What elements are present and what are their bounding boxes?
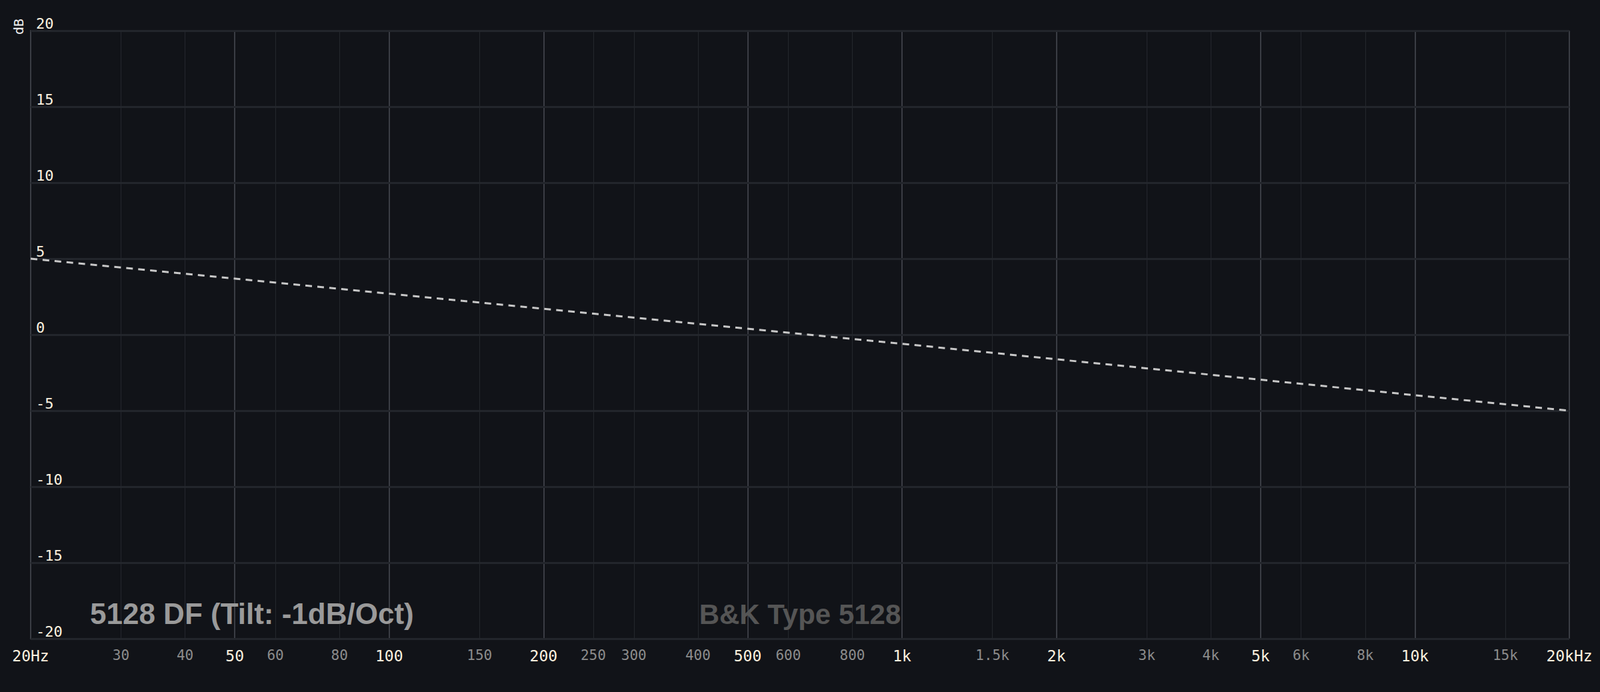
svg-text:1k: 1k xyxy=(892,647,912,665)
svg-text:10: 10 xyxy=(36,167,54,184)
svg-text:5k: 5k xyxy=(1251,647,1270,665)
svg-text:-5: -5 xyxy=(36,395,54,412)
svg-text:5: 5 xyxy=(36,243,45,260)
svg-text:15k: 15k xyxy=(1492,647,1518,664)
svg-text:400: 400 xyxy=(685,647,711,664)
svg-text:0: 0 xyxy=(36,319,45,336)
svg-text:3k: 3k xyxy=(1138,647,1156,664)
svg-text:250: 250 xyxy=(580,647,606,664)
svg-text:60: 60 xyxy=(266,647,284,664)
svg-text:800: 800 xyxy=(840,647,866,664)
svg-text:5128 DF (Tilt: -1dB/Oct): 5128 DF (Tilt: -1dB/Oct) xyxy=(90,597,414,630)
svg-text:100: 100 xyxy=(375,647,404,665)
svg-text:-10: -10 xyxy=(36,471,63,488)
svg-text:300: 300 xyxy=(621,647,647,664)
svg-text:50: 50 xyxy=(225,647,244,665)
svg-text:4k: 4k xyxy=(1202,647,1220,664)
svg-text:B&K Type 5128: B&K Type 5128 xyxy=(699,598,902,630)
svg-text:20Hz: 20Hz xyxy=(12,647,49,665)
svg-text:dB: dB xyxy=(10,18,27,35)
svg-text:6k: 6k xyxy=(1292,647,1310,664)
svg-text:-20: -20 xyxy=(36,623,63,640)
svg-text:150: 150 xyxy=(466,647,492,664)
svg-text:200: 200 xyxy=(530,647,558,665)
svg-text:2k: 2k xyxy=(1047,647,1066,665)
svg-text:40: 40 xyxy=(176,647,194,664)
svg-text:15: 15 xyxy=(36,91,54,108)
svg-text:20: 20 xyxy=(36,15,54,32)
svg-text:500: 500 xyxy=(734,647,762,665)
svg-text:-15: -15 xyxy=(36,547,63,564)
svg-text:10k: 10k xyxy=(1401,647,1430,665)
svg-text:80: 80 xyxy=(331,647,348,664)
svg-text:30: 30 xyxy=(112,647,130,664)
svg-text:1.5k: 1.5k xyxy=(975,647,1010,664)
svg-text:8k: 8k xyxy=(1356,647,1374,664)
svg-text:600: 600 xyxy=(775,647,801,664)
svg-text:20kHz: 20kHz xyxy=(1546,647,1592,665)
